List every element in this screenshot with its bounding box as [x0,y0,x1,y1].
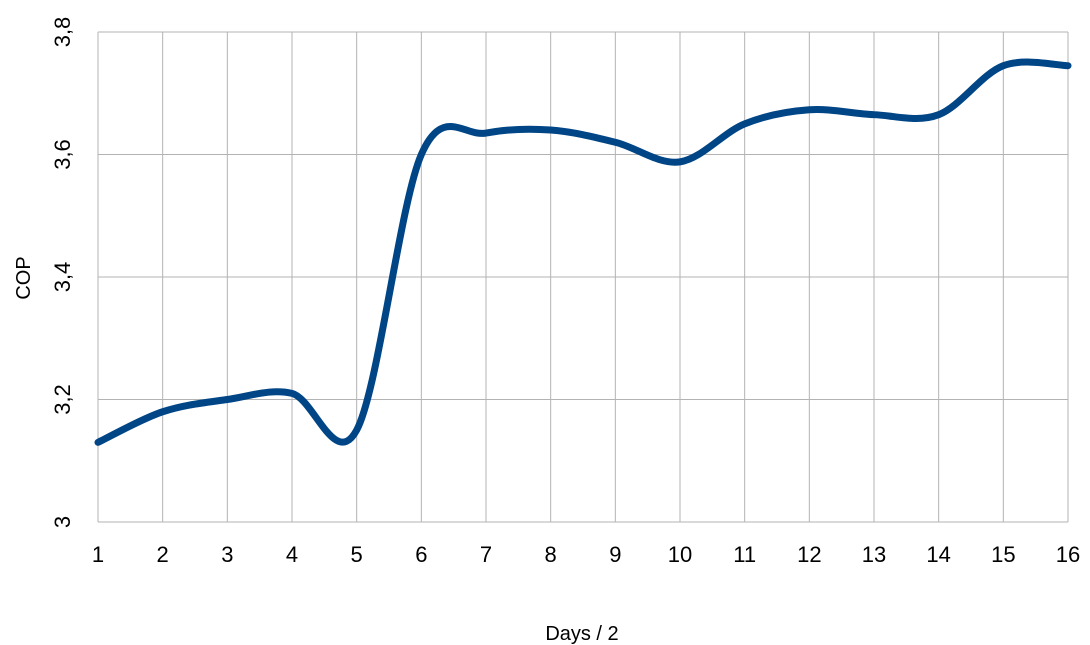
y-axis-title: COP [13,256,35,299]
x-tick-label: 16 [1056,542,1080,567]
y-tick-label: 3,2 [50,384,75,415]
y-tick-label: 3 [50,516,75,528]
series-line [94,58,1072,446]
x-tick-label: 2 [157,542,169,567]
x-tick-label: 15 [991,542,1015,567]
y-tick-label: 3,4 [50,262,75,293]
x-axis-title: Days / 2 [545,623,618,645]
x-tick-labels: 1 2 3 4 5 6 7 8 9 10 11 12 13 14 15 16 [92,542,1080,567]
x-tick-label: 8 [545,542,557,567]
series-group [94,58,1072,446]
horizontal-gridlines [98,31,1068,523]
x-tick-label: 5 [351,542,363,567]
x-tick-label: 14 [926,542,950,567]
x-tick-label: 13 [862,542,886,567]
x-tick-label: 12 [797,542,821,567]
x-tick-label: 9 [609,542,621,567]
x-tick-label: 4 [286,542,298,567]
x-tick-label: 7 [480,542,492,567]
y-tick-label: 3,8 [50,17,75,48]
x-tick-label: 1 [92,542,104,567]
x-tick-label: 11 [733,542,756,567]
x-tick-label: 3 [221,542,233,567]
x-tick-label: 10 [668,542,692,567]
x-tick-label: 6 [415,542,427,567]
y-tick-label: 3,6 [50,139,75,170]
y-tick-labels: 3 3,2 3,4 3,6 3,8 [50,17,75,528]
